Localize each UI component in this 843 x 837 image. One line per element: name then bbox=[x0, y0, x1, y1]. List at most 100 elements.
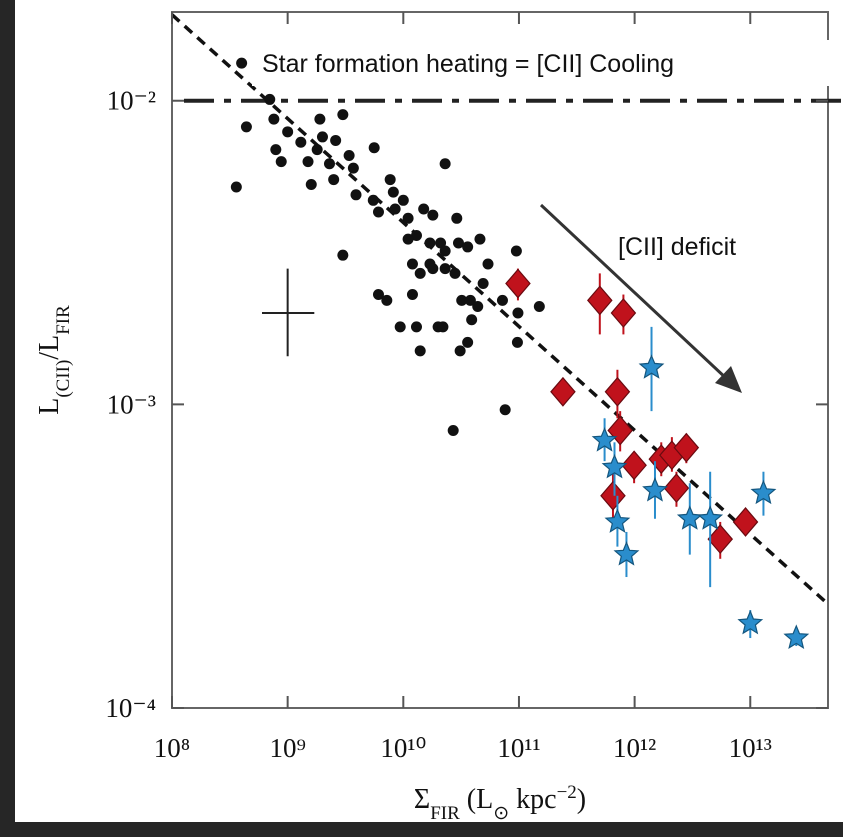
data-point bbox=[406, 289, 418, 301]
data-point bbox=[381, 294, 393, 306]
data-point bbox=[372, 206, 384, 218]
data-point bbox=[697, 505, 724, 530]
x-axis-title: ΣFIR (L⊙ kpc−2) bbox=[414, 782, 586, 824]
data-point bbox=[394, 321, 406, 333]
data-point bbox=[330, 134, 342, 146]
x-tick-label: 10¹³ bbox=[729, 733, 772, 763]
data-point bbox=[236, 57, 248, 69]
y-tick-label: 10⁻³ bbox=[107, 389, 156, 419]
data-point bbox=[410, 321, 422, 333]
data-point bbox=[610, 298, 637, 328]
data-point bbox=[347, 162, 359, 174]
data-point bbox=[275, 156, 287, 168]
data-point bbox=[462, 241, 474, 253]
data-point bbox=[601, 453, 628, 479]
data-point bbox=[464, 294, 476, 306]
data-point bbox=[410, 229, 422, 241]
axis-title-part: L bbox=[34, 398, 65, 415]
data-point bbox=[604, 376, 631, 407]
data-point bbox=[499, 404, 511, 416]
data-point bbox=[663, 473, 690, 504]
data-point bbox=[472, 301, 484, 313]
x-tick-label: 10¹¹ bbox=[497, 733, 540, 763]
data-point bbox=[295, 136, 307, 148]
data-point bbox=[427, 209, 439, 221]
data-point bbox=[439, 263, 451, 275]
data-point bbox=[350, 189, 362, 201]
data-point bbox=[750, 479, 777, 505]
data-point bbox=[268, 113, 280, 125]
data-point bbox=[389, 203, 401, 215]
data-point bbox=[418, 203, 430, 215]
data-point bbox=[673, 432, 700, 463]
data-point bbox=[783, 624, 810, 649]
axis-title-part: (L bbox=[460, 784, 493, 815]
data-point bbox=[454, 345, 466, 357]
data-point bbox=[305, 178, 317, 190]
data-point bbox=[414, 345, 426, 357]
data-point bbox=[462, 336, 474, 348]
axis-title-part: /L bbox=[34, 335, 65, 360]
data-point bbox=[466, 314, 478, 326]
data-point bbox=[435, 237, 447, 249]
x-tick-label: 10¹⁰ bbox=[380, 733, 426, 763]
data-point bbox=[613, 541, 640, 566]
x-tick-label: 10⁸ bbox=[154, 733, 190, 763]
data-point bbox=[337, 249, 349, 261]
data-point bbox=[368, 142, 380, 154]
data-point bbox=[477, 278, 489, 290]
data-point bbox=[316, 131, 328, 143]
plot-frame bbox=[171, 11, 829, 709]
data-point bbox=[512, 307, 524, 319]
data-point bbox=[449, 267, 461, 279]
figure-background bbox=[15, 0, 843, 822]
annotation: [CII] deficit bbox=[618, 233, 736, 261]
data-point bbox=[427, 263, 439, 275]
data-point bbox=[311, 144, 323, 156]
data-point bbox=[451, 212, 463, 224]
y-axis-title: L(CII)/LFIR bbox=[34, 305, 74, 415]
data-point bbox=[367, 194, 379, 206]
data-point bbox=[343, 150, 355, 162]
data-point bbox=[439, 245, 451, 257]
axis-title-part: Σ bbox=[414, 784, 430, 815]
arrow-shaft bbox=[539, 203, 730, 382]
data-point bbox=[456, 294, 468, 306]
data-point bbox=[384, 174, 396, 186]
axis-title-part: kpc bbox=[509, 784, 556, 815]
data-point bbox=[406, 258, 418, 270]
data-point bbox=[387, 186, 399, 198]
data-point bbox=[328, 174, 340, 186]
data-point bbox=[439, 158, 451, 170]
arrow-head bbox=[715, 366, 742, 393]
data-point bbox=[533, 301, 545, 313]
axis-title-part: FIR bbox=[430, 803, 460, 824]
data-point bbox=[737, 609, 764, 635]
data-point bbox=[482, 258, 494, 270]
axis-title-part: FIR bbox=[53, 305, 74, 335]
axis-title-part: ⊙ bbox=[493, 803, 509, 824]
data-point bbox=[282, 126, 294, 138]
data-point bbox=[642, 477, 668, 502]
data-point bbox=[337, 109, 349, 121]
axis-title-part: (CII) bbox=[53, 360, 74, 398]
data-point bbox=[452, 237, 464, 249]
data-point bbox=[510, 245, 522, 257]
data-point bbox=[621, 450, 647, 481]
data-point bbox=[732, 507, 759, 537]
data-point bbox=[638, 354, 665, 379]
data-point bbox=[402, 212, 414, 224]
data-point bbox=[402, 233, 414, 245]
data-point bbox=[505, 268, 531, 299]
data-point bbox=[372, 289, 384, 301]
annotation-background bbox=[252, 40, 832, 86]
data-point bbox=[707, 524, 734, 555]
data-layer bbox=[170, 13, 843, 649]
data-point bbox=[323, 158, 335, 170]
data-point bbox=[447, 425, 459, 437]
data-point bbox=[604, 508, 631, 533]
data-point bbox=[270, 144, 282, 156]
data-point bbox=[591, 427, 618, 452]
axis-title-part: −2 bbox=[557, 782, 577, 803]
